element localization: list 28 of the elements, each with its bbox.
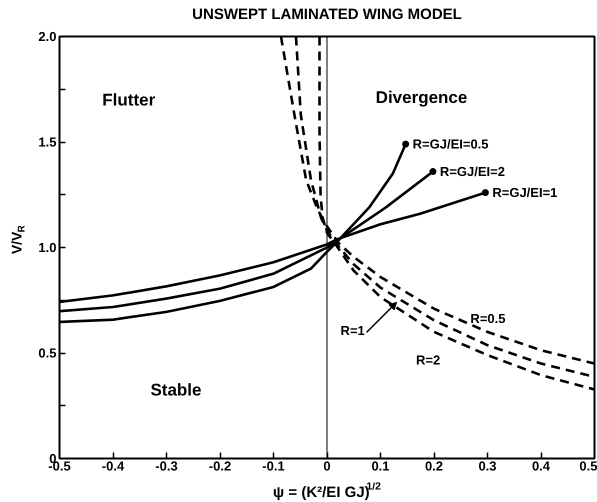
annotation: R=0.5 <box>470 311 506 326</box>
x-tick-label: -0.1 <box>262 458 285 474</box>
y-axis-title: V/VR <box>8 225 28 254</box>
chart-title: UNSWEPT LAMINATED WING MODEL <box>192 6 462 23</box>
y-tick-label: 0.5 <box>38 346 57 360</box>
annotation: R=2 <box>416 352 440 368</box>
annotation: R=GJ/EI=0.5 <box>412 136 489 152</box>
point <box>402 140 410 148</box>
x-tick-label: 0.1 <box>371 458 390 474</box>
x-tick-label: 0.5 <box>579 458 597 474</box>
y-tick-label: 1.5 <box>38 134 57 150</box>
annotation: Divergence <box>376 88 468 108</box>
x-tick-label: 0.3 <box>478 458 497 474</box>
point <box>429 168 436 176</box>
x-tick-label: 0.2 <box>424 458 444 474</box>
x-tick-label: -0.4 <box>102 458 125 474</box>
x-tick-label: 0 <box>323 458 331 474</box>
annotation: Stable <box>150 380 202 400</box>
point <box>482 189 489 196</box>
x-tick-label: -0.3 <box>155 458 178 474</box>
x-tick-label: 0.4 <box>532 458 551 474</box>
annotation: R=GJ/EI=1 <box>492 185 558 200</box>
x-tick-label: -0.2 <box>208 458 232 474</box>
annotation: Flutter <box>102 90 156 110</box>
annotation: R=GJ/EI=2 <box>440 164 505 180</box>
y-tick-label: 1.0 <box>38 240 57 255</box>
annotation: R=1 <box>340 322 365 338</box>
y-tick-label: 2.0 <box>38 29 57 44</box>
